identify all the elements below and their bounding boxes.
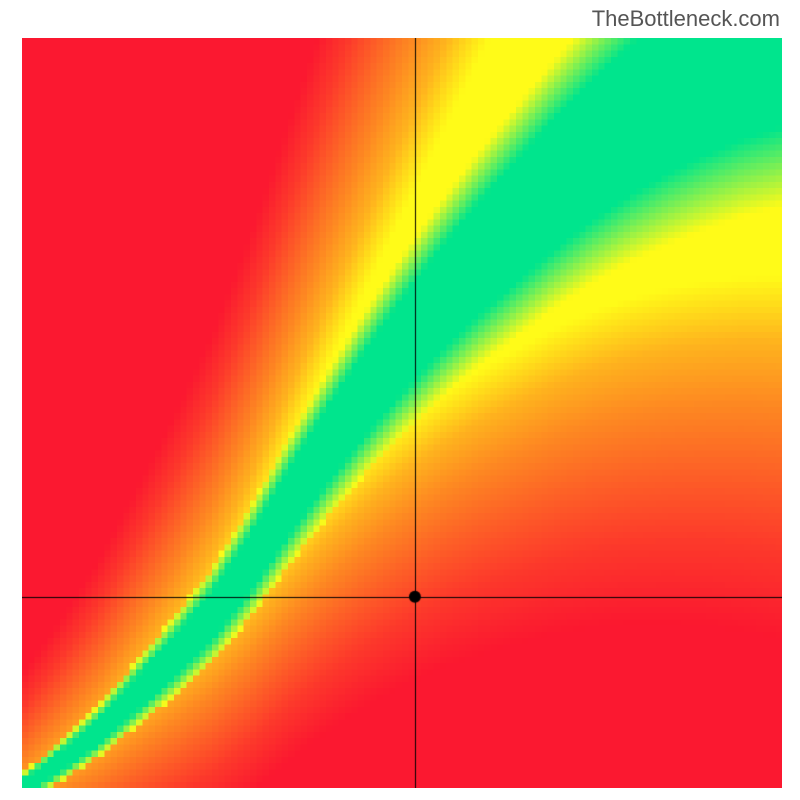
watermark-text: TheBottleneck.com (592, 6, 780, 32)
crosshair-overlay (22, 38, 782, 788)
